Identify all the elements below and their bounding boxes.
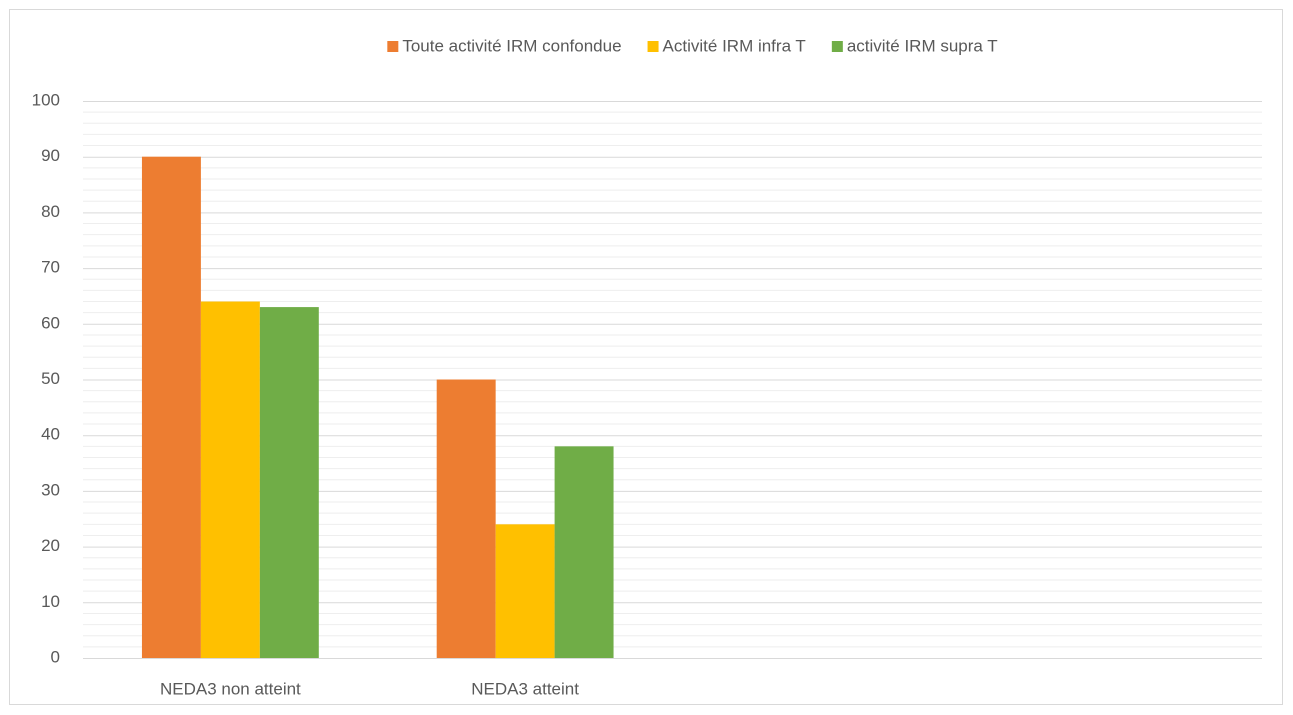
y-tick-label: 20 <box>41 536 60 555</box>
y-tick-label: 40 <box>41 425 60 444</box>
y-tick-label: 0 <box>51 647 60 666</box>
y-tick-label: 30 <box>41 480 60 499</box>
y-tick-label: 50 <box>41 369 60 388</box>
x-tick-label: NEDA3 non atteint <box>160 679 301 698</box>
legend-swatch <box>831 41 843 52</box>
y-tick-label: 60 <box>41 313 60 332</box>
legend-label: activité IRM supra T <box>847 36 998 55</box>
y-tick-label: 10 <box>41 592 60 611</box>
y-tick-label: 100 <box>32 90 60 109</box>
bar <box>495 524 555 658</box>
x-tick-label: NEDA3 atteint <box>471 679 579 698</box>
legend-label: Toute activité IRM confondue <box>402 36 621 55</box>
bar <box>554 446 614 658</box>
bar <box>436 379 496 658</box>
legend-label: Activité IRM infra T <box>663 36 806 55</box>
legend-swatch <box>387 41 399 52</box>
legend-swatch <box>647 41 659 52</box>
y-tick-label: 80 <box>41 202 60 221</box>
bar <box>200 301 260 658</box>
bar <box>259 307 319 658</box>
y-tick-label: 90 <box>41 146 60 165</box>
y-tick-label: 70 <box>41 258 60 277</box>
bar <box>141 156 201 658</box>
